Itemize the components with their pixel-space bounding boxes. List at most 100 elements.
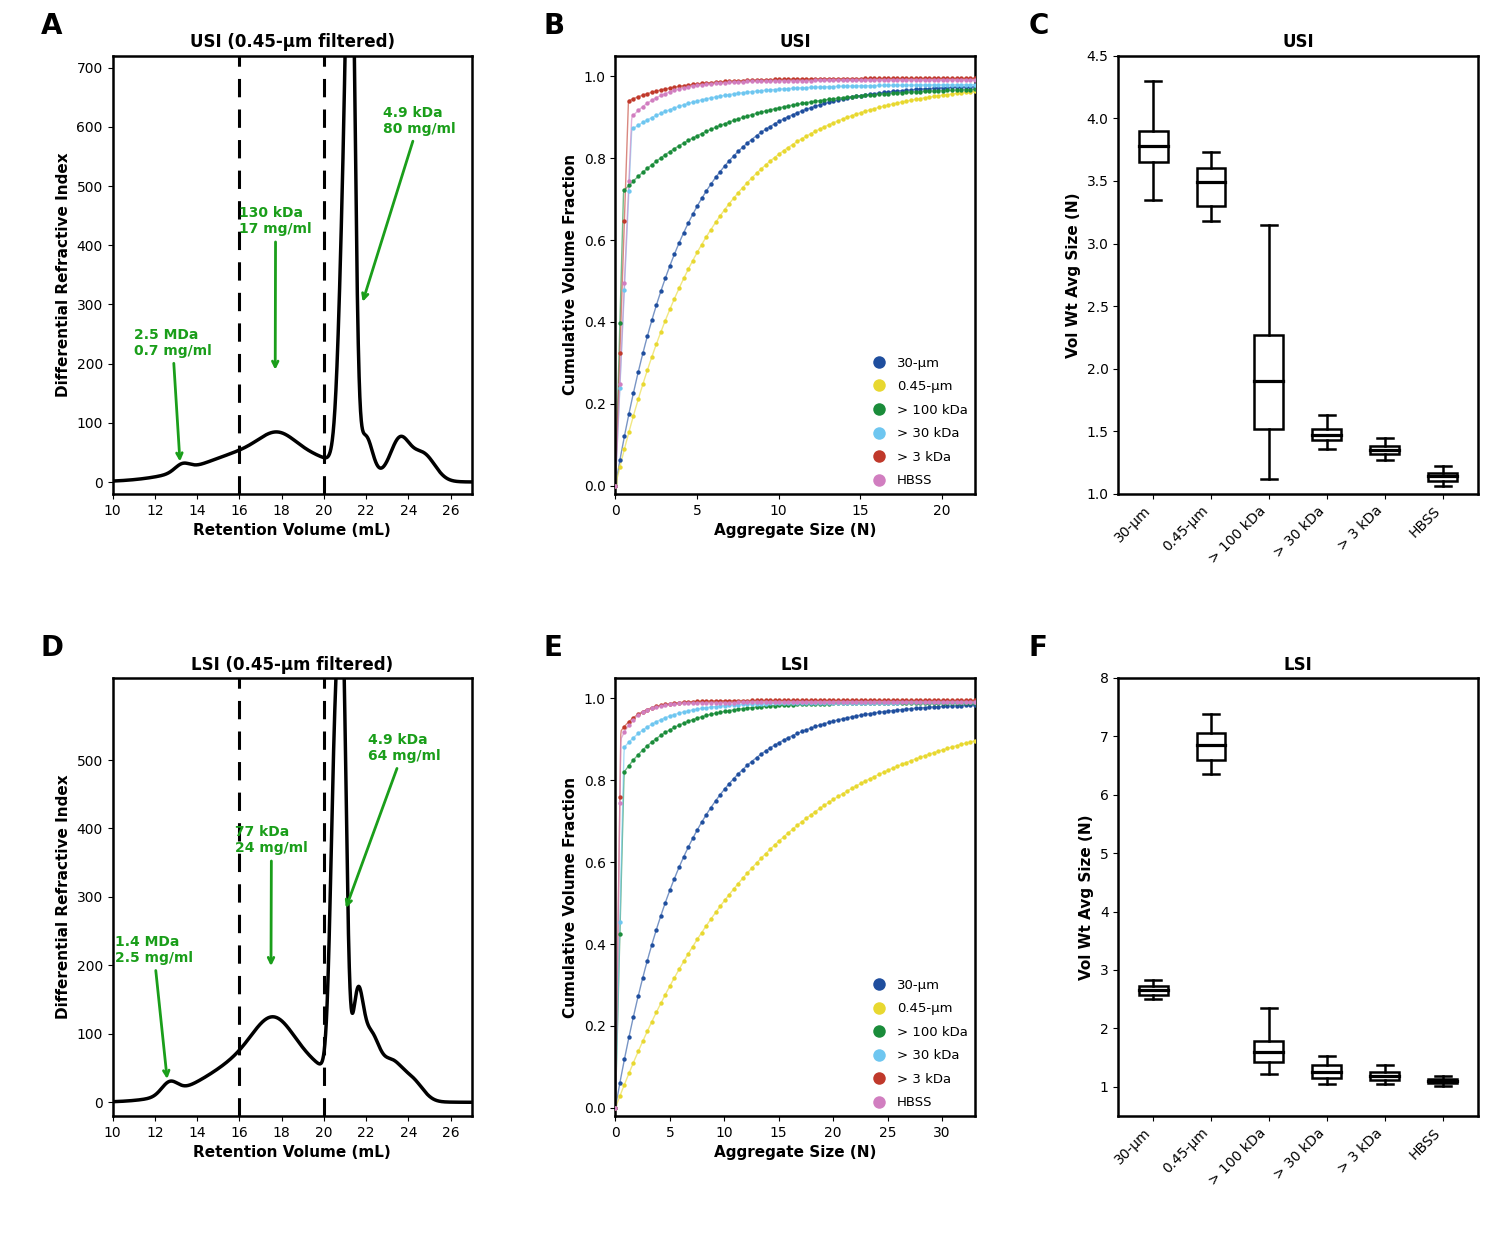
Point xyxy=(681,709,705,729)
Point xyxy=(916,693,940,713)
Point xyxy=(612,280,636,300)
Point xyxy=(730,177,754,197)
Point xyxy=(621,750,645,770)
Point xyxy=(640,310,664,330)
Point xyxy=(836,691,860,711)
Point xyxy=(813,91,837,110)
Point xyxy=(645,1002,669,1022)
Point xyxy=(867,693,891,713)
Point xyxy=(867,693,891,713)
Point xyxy=(762,71,786,91)
Point xyxy=(831,68,855,88)
Point xyxy=(722,71,746,91)
Point xyxy=(786,694,810,714)
Point xyxy=(827,786,850,806)
Point xyxy=(827,693,850,713)
Bar xyxy=(1254,335,1284,429)
Point xyxy=(780,69,804,89)
Point xyxy=(844,76,868,95)
Point xyxy=(934,71,958,91)
Point xyxy=(862,693,886,713)
Point xyxy=(958,77,982,97)
Point xyxy=(616,176,640,196)
Point xyxy=(930,78,954,98)
Point xyxy=(844,776,868,796)
Point xyxy=(867,98,891,118)
Point xyxy=(934,68,958,88)
Point xyxy=(712,693,736,713)
Point xyxy=(663,81,687,100)
Point xyxy=(898,691,922,711)
Point xyxy=(945,696,969,715)
Point xyxy=(790,100,814,120)
Point xyxy=(726,694,750,714)
Point xyxy=(758,696,782,715)
Point xyxy=(853,771,877,791)
Point xyxy=(844,706,868,725)
Point xyxy=(871,97,895,117)
Point xyxy=(621,383,645,403)
Point xyxy=(654,268,678,288)
Point xyxy=(632,374,656,394)
Point xyxy=(822,712,846,732)
Point xyxy=(758,100,782,120)
Point xyxy=(836,693,860,713)
X-axis label: Aggregate Size (N): Aggregate Size (N) xyxy=(714,1146,876,1161)
Point xyxy=(831,709,855,729)
Point xyxy=(766,98,790,118)
Point xyxy=(945,81,969,100)
Point xyxy=(871,71,895,91)
Point xyxy=(926,691,950,711)
Point xyxy=(950,83,974,103)
Point xyxy=(849,103,873,123)
Point xyxy=(921,71,945,91)
Point xyxy=(800,693,824,713)
Point xyxy=(858,100,882,120)
Point xyxy=(822,693,846,713)
Point xyxy=(672,692,696,712)
Point xyxy=(800,691,824,711)
Point xyxy=(963,68,987,88)
Point xyxy=(894,693,918,713)
Bar xyxy=(1197,733,1225,760)
Point xyxy=(726,699,750,719)
Point xyxy=(849,693,873,713)
Point xyxy=(908,748,932,768)
Point xyxy=(939,78,963,98)
Point xyxy=(699,119,723,139)
Point xyxy=(795,693,819,713)
Point xyxy=(704,118,728,138)
Point xyxy=(612,180,636,200)
Point xyxy=(699,909,723,929)
Point xyxy=(804,77,828,97)
Point xyxy=(748,81,772,100)
Point xyxy=(640,698,664,718)
Point xyxy=(894,691,918,711)
Point xyxy=(930,86,954,105)
Point xyxy=(658,693,682,713)
Point xyxy=(636,951,660,971)
Point xyxy=(908,68,932,88)
Point xyxy=(908,693,932,713)
Point xyxy=(608,343,631,363)
Point xyxy=(876,691,900,711)
Point xyxy=(836,108,860,128)
Point xyxy=(921,87,945,107)
Point xyxy=(740,858,764,878)
Point xyxy=(621,1053,645,1073)
Point xyxy=(903,693,927,713)
Point xyxy=(871,76,895,95)
Point xyxy=(908,76,932,95)
Point xyxy=(672,269,696,289)
Point xyxy=(771,97,795,117)
Point xyxy=(954,77,978,97)
Point xyxy=(885,76,909,95)
Point xyxy=(876,83,900,103)
Point xyxy=(898,699,922,719)
Point xyxy=(808,693,832,713)
Point xyxy=(704,791,728,811)
Point xyxy=(766,691,790,711)
Point xyxy=(930,71,954,91)
Point xyxy=(786,815,810,835)
Point xyxy=(740,751,764,771)
